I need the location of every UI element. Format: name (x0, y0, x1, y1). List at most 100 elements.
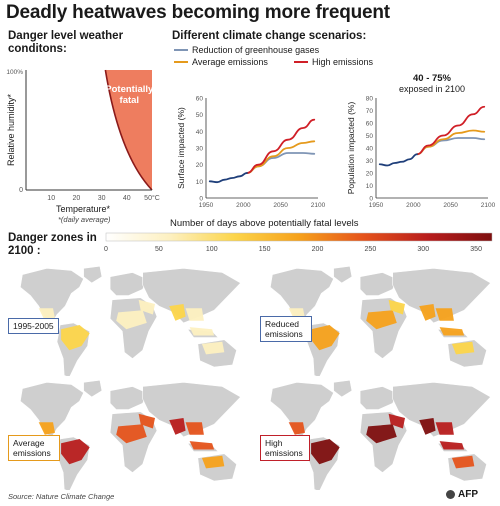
y-tick-label: 20 (196, 162, 204, 169)
series-line-average-emissions (246, 140, 316, 174)
land-mass (269, 267, 334, 324)
land-mass (83, 265, 103, 284)
heat-zone (169, 418, 186, 435)
heat-zone (419, 418, 436, 435)
heat-zone (439, 327, 465, 336)
map-label-average: Average emissions (8, 435, 60, 461)
heat-zone (189, 441, 215, 450)
fatal-region (105, 70, 152, 190)
heat-zone (366, 310, 397, 330)
colorbar-tick-label: 100 (206, 246, 218, 253)
y-tick-label: 40 (196, 129, 204, 136)
danger-xlabel-note: *(daily average) (58, 215, 111, 224)
y-axis-label: Surface impacted (%) (176, 107, 186, 189)
y-tick-label: 10 (196, 179, 204, 186)
heat-zone (61, 439, 90, 465)
danger-y-tick-top: 100% (6, 69, 23, 76)
series-line-historical (208, 172, 248, 184)
land-mass (269, 381, 334, 438)
x-tick-label: 2100 (311, 202, 326, 209)
legend-label-high: High emissions (312, 57, 374, 67)
heat-zone (138, 413, 155, 429)
danger-level-heading: Danger level weather conditons: (8, 30, 124, 55)
land-mass (19, 267, 84, 324)
map-reduced-emissions (269, 265, 492, 376)
heat-zone (439, 441, 465, 450)
y-tick-label: 70 (366, 108, 374, 115)
colorbar-tick-label: 200 (312, 246, 324, 253)
y-tick-label: 20 (366, 171, 374, 178)
map-average-emissions (19, 379, 242, 490)
heat-zone (451, 341, 475, 355)
y-tick-label: 0 (369, 196, 373, 203)
annotation-sub: exposed in 2100 (399, 84, 465, 94)
legend-swatch-high (294, 61, 308, 63)
y-tick-label: 30 (366, 158, 374, 165)
danger-x-tick: 40 (123, 195, 131, 202)
x-tick-label: 2000 (236, 202, 251, 209)
heat-zone (189, 327, 215, 336)
heat-zone (419, 304, 436, 321)
x-tick-label: 2050 (443, 202, 458, 209)
land-mass (359, 272, 398, 296)
y-tick-label: 80 (366, 96, 374, 103)
map-label-high: High emissions (260, 435, 310, 461)
legend-swatch-average (174, 61, 188, 63)
series-line-average-emissions (416, 129, 486, 156)
heat-zone (185, 422, 204, 435)
afp-logo: AFP (446, 489, 478, 500)
x-tick-label: 2100 (481, 202, 496, 209)
heat-zone (116, 310, 147, 330)
heat-zone (201, 455, 225, 469)
heat-zone (116, 424, 147, 444)
danger-y-tick-bottom: 0 (19, 187, 23, 194)
series-line-high-emissions (416, 105, 486, 156)
heat-zone (388, 413, 405, 429)
x-tick-label: 1950 (199, 202, 214, 209)
y-tick-label: 10 (366, 183, 374, 190)
x-tick-label: 2000 (406, 202, 421, 209)
danger-x-tick: 30 (98, 195, 106, 202)
land-mass (333, 265, 353, 284)
land-mass (359, 386, 398, 410)
heat-zone (451, 455, 475, 469)
land-mass (109, 272, 148, 296)
annotation-main: 40 - 75% (413, 73, 452, 84)
colorbar-bar (105, 232, 493, 242)
series-line-historical (378, 153, 418, 167)
heat-zone (366, 424, 397, 444)
y-tick-label: 0 (199, 196, 203, 203)
y-axis-label: Population impacted (%) (346, 102, 356, 195)
x-tick-label: 1950 (369, 202, 384, 209)
map-label-reduced: Reduced emissions (260, 316, 312, 342)
heat-zone (388, 299, 405, 315)
land-mass (19, 381, 84, 438)
colorbar: 0 50 100 150 200 250 300 350 (104, 232, 493, 253)
population-impacted-chart: 0 10 20 30 40 50 60 70 80 1950 2000 2050 2100 Populat… (346, 73, 496, 209)
heat-zone (169, 304, 186, 321)
legend-label-reduction: Reduction of greenhouse gases (192, 45, 320, 55)
source-note: Source: Nature Climate Change (8, 492, 115, 501)
heat-zone (38, 308, 55, 321)
y-tick-label: 50 (366, 133, 374, 140)
heat-zone (311, 325, 340, 351)
danger-zones-heading: Danger zones in 2100 : (8, 232, 97, 257)
danger-x-tick: 50°C (144, 194, 160, 202)
surface-impacted-chart: 0 10 20 30 40 50 60 1950 2000 2050 2100 Surface imp… (176, 96, 326, 210)
map-high-emissions (269, 379, 492, 490)
legend-label-average: Average emissions (192, 57, 268, 67)
legend-item-high: High emissions (294, 57, 373, 67)
colorbar-tick-label: 0 (104, 246, 108, 253)
legend-swatch-reduction (174, 49, 188, 51)
heat-zone (201, 341, 225, 355)
danger-x-tick: 10 (47, 195, 55, 202)
region-label-1: Potentially (105, 84, 154, 95)
region-label-2: fatal (120, 95, 140, 106)
danger-x-tick: 20 (73, 195, 81, 202)
y-tick-label: 40 (366, 146, 374, 153)
legend-item-average: Average emissions (174, 57, 268, 67)
heat-zone (138, 299, 155, 315)
heat-zone (61, 325, 90, 351)
heat-zone (38, 422, 55, 435)
